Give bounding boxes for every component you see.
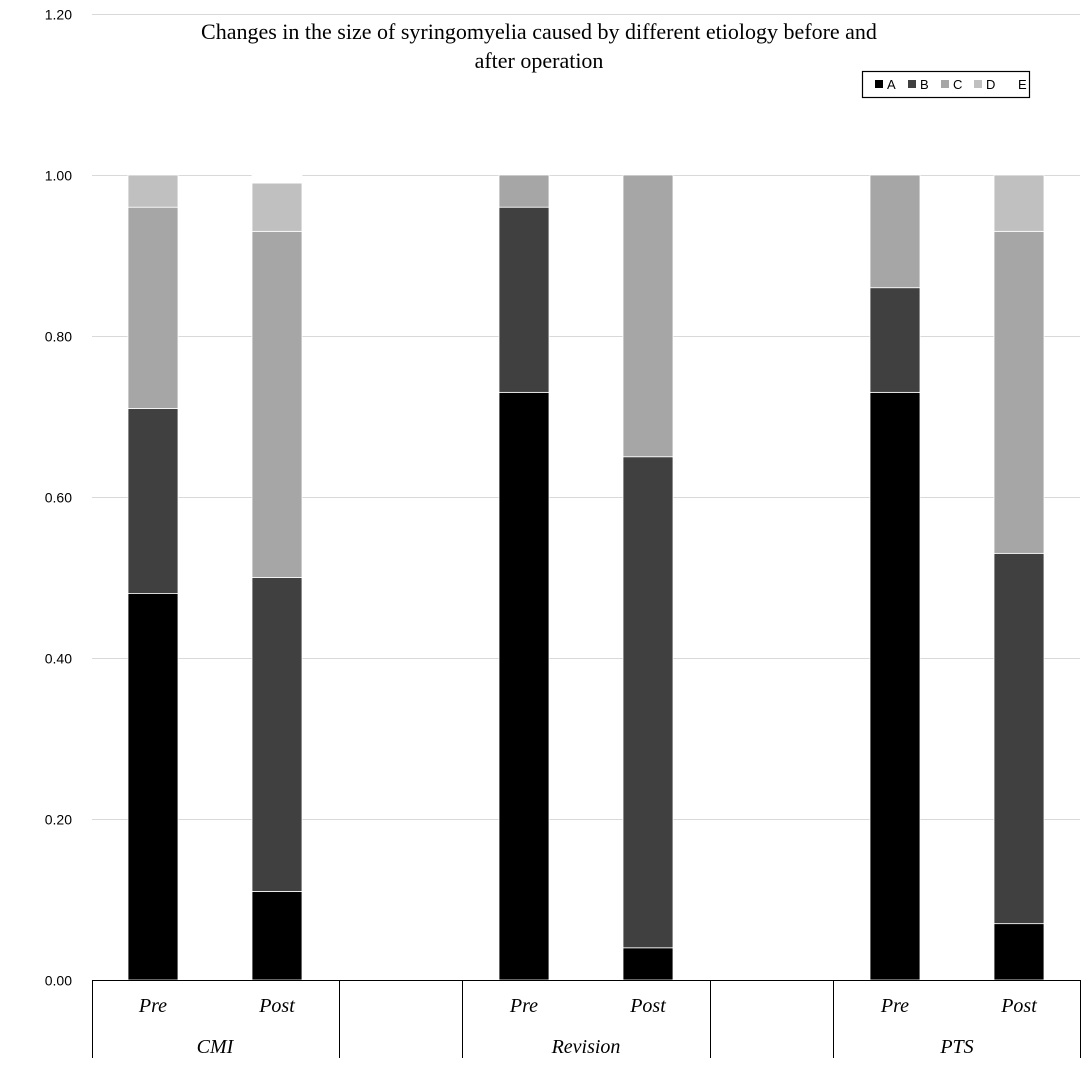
- chart-title-line-1: Changes in the size of syringomyelia cau…: [201, 19, 877, 44]
- bar-segment-A: [993, 923, 1045, 981]
- legend-label-D: D: [986, 77, 995, 92]
- legend-swatch-B: [908, 80, 916, 88]
- bar-segment-E: [251, 174, 303, 184]
- bar-segment-B: [622, 456, 674, 949]
- legend-swatch-A: [875, 80, 883, 88]
- y-tick-label: 0.80: [45, 329, 72, 345]
- bar-segment-D: [127, 174, 179, 208]
- bar-segment-B: [869, 287, 921, 393]
- bar-segment-B: [993, 552, 1045, 925]
- bar-segment-D: [993, 174, 1045, 232]
- bar-segment-B: [251, 577, 303, 892]
- bar-segment-B: [127, 408, 179, 595]
- bar-segment-C: [127, 206, 179, 409]
- x-subcategory-label: Post: [258, 995, 295, 1017]
- legend-label-A: A: [887, 77, 896, 92]
- bar-segment-A: [869, 391, 921, 981]
- legend: A B C D E: [861, 70, 1031, 99]
- x-group-label: CMI: [197, 1036, 235, 1058]
- legend-swatch-C: [941, 80, 949, 88]
- bar-segment-D: [251, 182, 303, 232]
- bar-segment-A: [622, 947, 674, 981]
- y-tick-label: 0.60: [45, 490, 72, 506]
- x-subcategory-label: Post: [1000, 995, 1037, 1017]
- x-axis-table: Pre Post Pre Post Pre Post CMI Revision PTS: [92, 980, 1081, 1058]
- legend-label-E: E: [1018, 77, 1027, 92]
- y-tick-label: 0.20: [45, 812, 72, 828]
- bars: [127, 174, 1045, 981]
- bar-segment-C: [498, 174, 550, 208]
- legend-label-C: C: [953, 77, 962, 92]
- legend-label-B: B: [920, 77, 929, 92]
- bar-segment-C: [869, 174, 921, 289]
- x-subcategory-label: Post: [629, 995, 666, 1017]
- bar-segment-C: [993, 230, 1045, 554]
- x-subcategory-label: Pre: [138, 995, 167, 1017]
- legend-swatch-D: [974, 80, 982, 88]
- x-group-label: PTS: [939, 1036, 973, 1058]
- y-axis-ticks: 0.00 0.20 0.40 0.60 0.80 1.00 1.20: [45, 7, 72, 989]
- bar-segment-C: [622, 174, 674, 458]
- y-tick-label: 1.20: [45, 7, 72, 23]
- x-subcategory-label: Pre: [880, 995, 909, 1017]
- gridlines: [92, 14, 1080, 981]
- bar-segment-C: [251, 230, 303, 578]
- chart-title-line-2: after operation: [475, 48, 604, 73]
- bar-segment-B: [498, 206, 550, 393]
- bar-segment-A: [498, 391, 550, 981]
- y-tick-label: 1.00: [45, 168, 72, 184]
- bar-segment-A: [251, 891, 303, 981]
- bar-segment-A: [127, 593, 179, 981]
- chart-title: Changes in the size of syringomyelia cau…: [201, 19, 877, 73]
- y-tick-label: 0.00: [45, 973, 72, 989]
- x-group-label: Revision: [551, 1036, 621, 1058]
- x-subcategory-label: Pre: [509, 995, 538, 1017]
- y-tick-label: 0.40: [45, 651, 72, 667]
